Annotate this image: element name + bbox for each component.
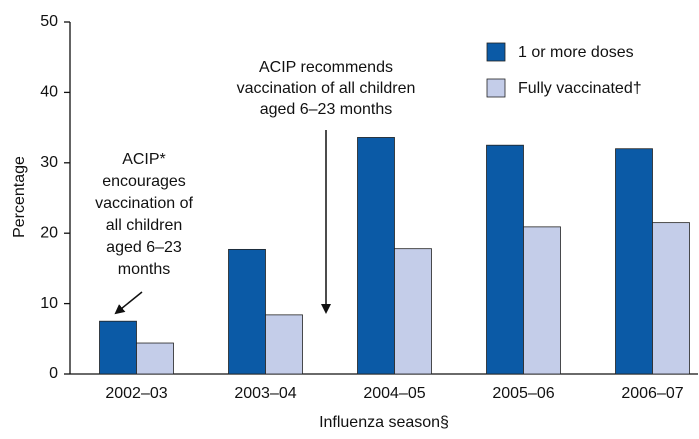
bar — [99, 320, 137, 375]
x-axis-label: Influenza season§ — [319, 414, 449, 431]
legend-swatch — [486, 42, 506, 62]
bar — [652, 222, 690, 375]
annotation: ACIP recommends — [259, 59, 393, 76]
annotation: months — [118, 261, 170, 278]
y-axis-label: Percentage — [11, 156, 28, 238]
x-tick-label: 2004–05 — [363, 385, 425, 402]
bar — [265, 314, 303, 375]
legend-swatch — [486, 78, 506, 98]
bar — [394, 248, 432, 375]
bar — [136, 342, 174, 375]
y-tick-label: 50 — [40, 13, 58, 30]
y-tick-label: 30 — [40, 154, 58, 171]
annotation: ACIP* — [122, 151, 166, 168]
y-tick-label: 20 — [40, 224, 58, 241]
annotation: all children — [106, 217, 182, 234]
x-tick-label: 2006–07 — [621, 385, 683, 402]
legend-label: 1 or more doses — [518, 44, 634, 61]
annotation: vaccination of all children — [237, 80, 416, 97]
bar — [228, 248, 266, 375]
y-tick-label: 0 — [49, 365, 58, 382]
x-tick-label: 2005–06 — [492, 385, 554, 402]
bar — [523, 226, 561, 375]
annotation: aged 6–23 months — [260, 101, 393, 118]
annotation-arrow — [114, 291, 143, 315]
annotation: encourages — [102, 173, 186, 190]
annotation: vaccination of — [95, 195, 193, 212]
x-tick-label: 2002–03 — [105, 385, 167, 402]
annotation: aged 6–23 — [106, 239, 182, 256]
legend-label: Fully vaccinated† — [518, 80, 642, 97]
x-tick-label: 2003–04 — [234, 385, 296, 402]
y-tick-label: 10 — [40, 295, 58, 312]
y-tick-label: 40 — [40, 84, 58, 101]
bar — [486, 144, 524, 375]
bar — [615, 148, 653, 375]
bar — [357, 137, 395, 375]
